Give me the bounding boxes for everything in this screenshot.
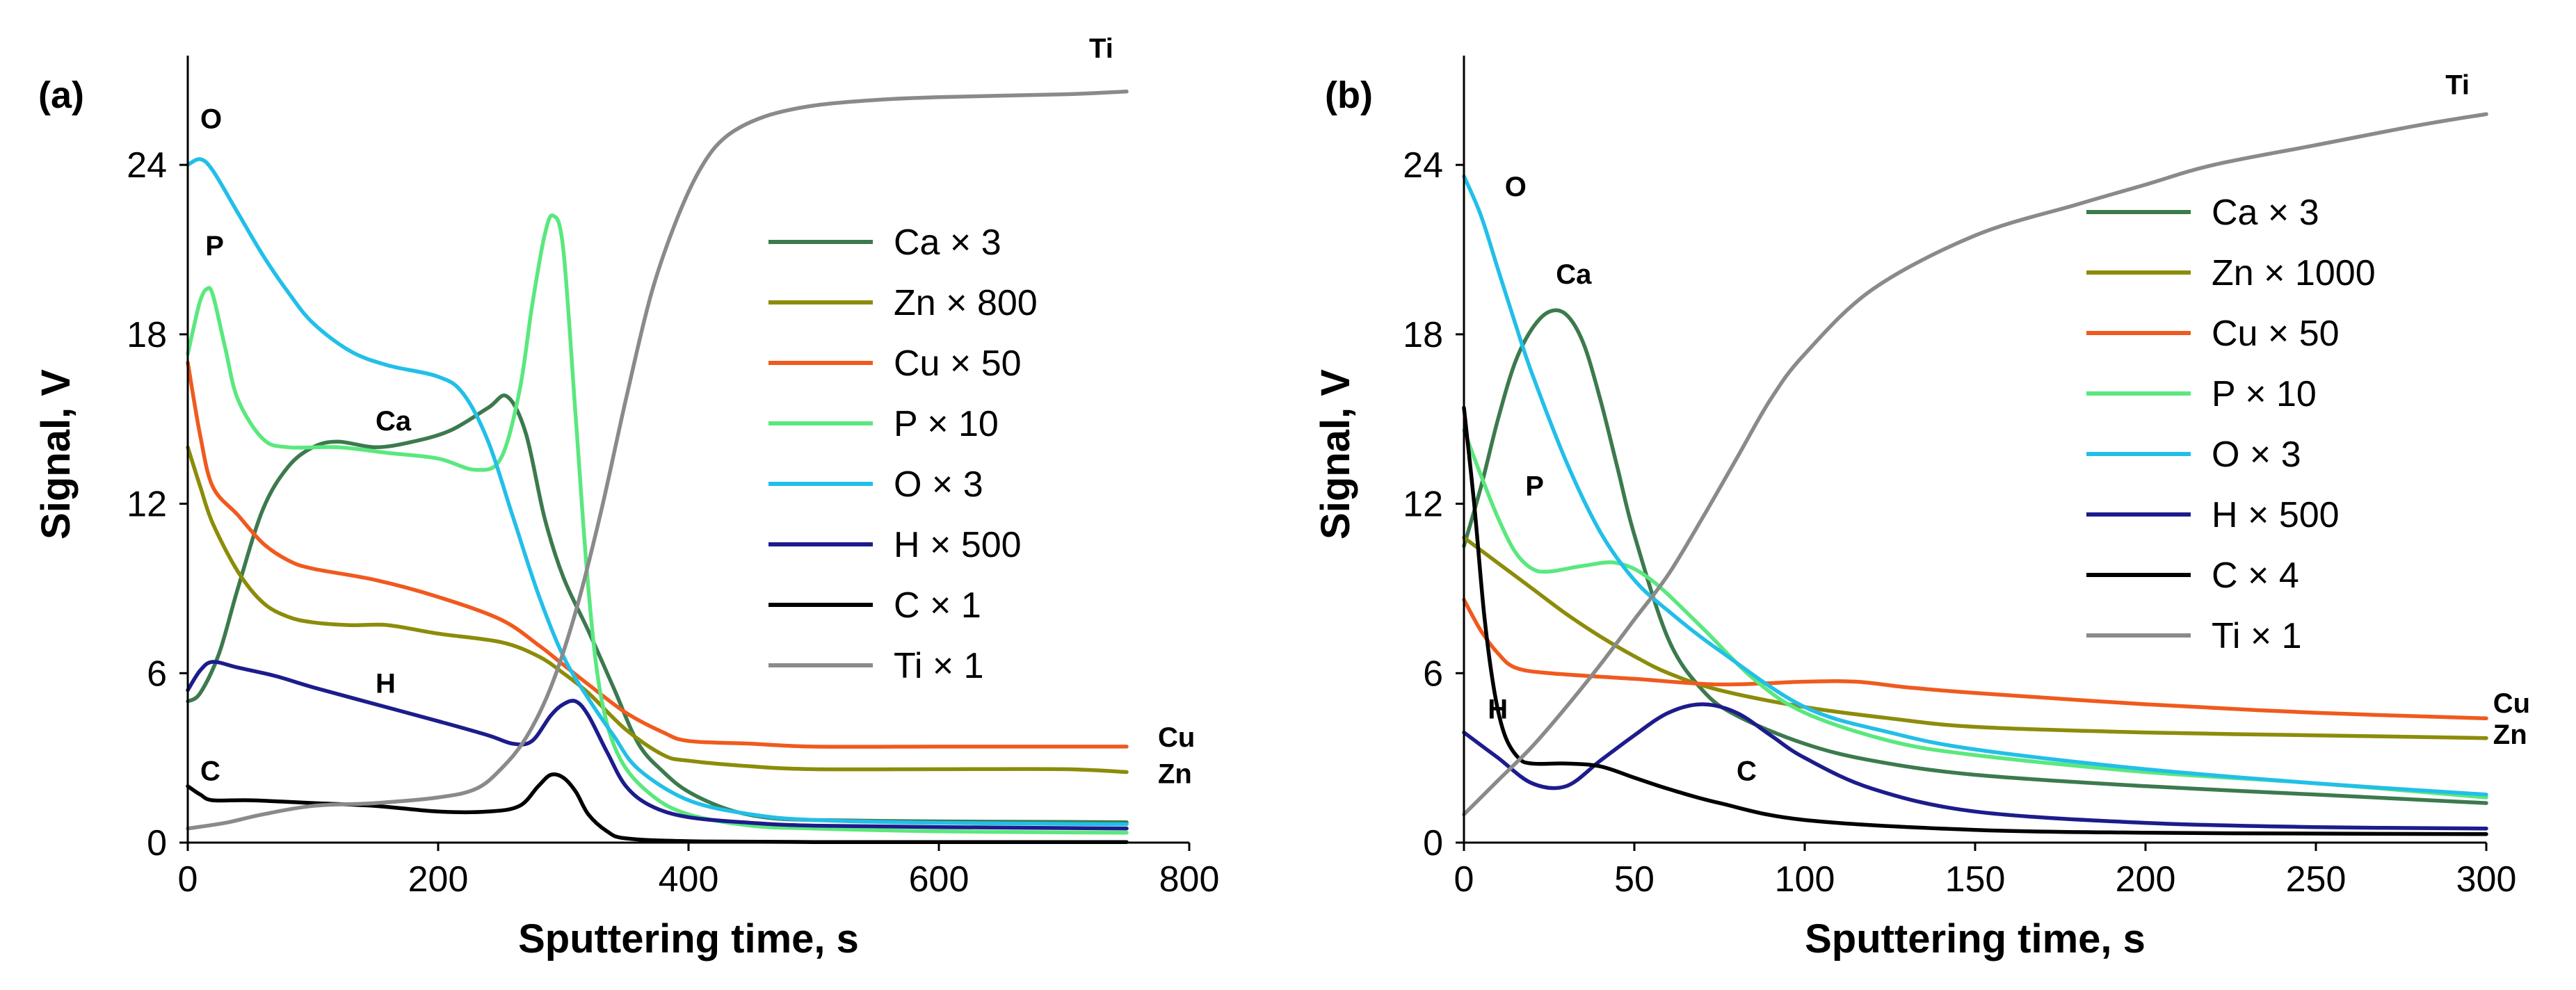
legend-entry-h: H × 500	[894, 525, 1022, 565]
legend-entry-ti: Ti × 1	[894, 646, 984, 686]
curve-label-ca: Ca	[376, 406, 412, 437]
series-line-ti	[186, 89, 1129, 831]
curve-label-h: H	[1488, 694, 1508, 724]
y-tick-label: 0	[147, 823, 167, 863]
legend-entry-ca: Ca × 3	[894, 222, 1001, 263]
legend-entry-o: O × 3	[2212, 435, 2301, 475]
y-tick-label: 12	[1403, 485, 1443, 525]
legend-entry-o: O × 3	[894, 464, 983, 505]
curve-label-zn: Zn	[2493, 720, 2527, 750]
x-tick-label: 0	[178, 859, 198, 900]
x-tick-label: 0	[1454, 859, 1474, 900]
curve-label-cu: Cu	[1158, 722, 1195, 753]
y-axis-title: Signal, V	[33, 369, 79, 539]
x-tick-label: 200	[408, 859, 469, 900]
y-tick-label: 24	[1403, 145, 1443, 186]
series-line-ca	[186, 393, 1129, 825]
y-tick-label: 24	[127, 145, 167, 186]
y-tick-label: 6	[1423, 654, 1443, 694]
x-tick-label: 150	[1945, 859, 2006, 900]
series-line-o	[1462, 174, 2488, 797]
x-tick-label: 400	[659, 859, 719, 900]
curve-label-ti: Ti	[2445, 70, 2470, 101]
legend-entry-h: H × 500	[2212, 495, 2340, 535]
series-line-h	[1462, 702, 2488, 831]
legend-entry-p: P × 10	[894, 404, 999, 444]
series-line-cu	[186, 360, 1129, 749]
x-tick-label: 300	[2456, 859, 2517, 900]
curve-label-cu: Cu	[2493, 688, 2530, 719]
curve-label-o: O	[200, 104, 222, 134]
curve-label-c: C	[1737, 756, 1757, 787]
curve-label-ca: Ca	[1556, 259, 1592, 290]
y-tick-label: 12	[127, 485, 167, 525]
x-tick-label: 800	[1159, 859, 1220, 900]
curve-label-c: C	[200, 756, 220, 787]
curve-label-p: P	[205, 231, 224, 261]
x-axis-title: Sputtering time, s	[1805, 916, 2146, 961]
panel-a: 0 200 400 600 800 0 6 12 18 24 Sputtering time, s S…	[33, 33, 1219, 961]
y-axis-title: Signal, V	[1313, 369, 1358, 539]
series-line-p	[1462, 428, 2488, 800]
series-line-h	[186, 660, 1129, 831]
series-line-cu	[1462, 597, 2488, 721]
y-tick-label: 0	[1423, 823, 1443, 863]
panel-label: (a)	[38, 74, 84, 116]
curve-label-ti: Ti	[1089, 33, 1113, 64]
series-line-zn	[186, 445, 1129, 774]
curve-label-p: P	[1525, 471, 1544, 501]
x-axis-title: Sputtering time, s	[518, 916, 859, 961]
x-tick-label: 50	[1614, 859, 1655, 900]
panel-b: 0 50 100 150 200 250 300 0 6 12 18 24 Sputtering tim…	[1313, 56, 2530, 961]
legend-entry-ti: Ti × 1	[2212, 616, 2302, 656]
x-tick-label: 200	[2116, 859, 2176, 900]
legend-entry-p: P × 10	[2212, 374, 2317, 414]
panel-label: (b)	[1325, 74, 1373, 116]
series-line-zn	[1462, 535, 2488, 740]
curve-label-zn: Zn	[1158, 759, 1192, 790]
curve-label-o: O	[1505, 172, 1527, 202]
legend-entry-c: C × 1	[894, 585, 981, 626]
series-line-ti	[1462, 112, 2488, 817]
legend-entry-zn: Zn × 1000	[2212, 253, 2376, 293]
legend-entry-cu: Cu × 50	[894, 343, 1022, 384]
series-line-o	[186, 157, 1129, 827]
x-tick-label: 600	[909, 859, 969, 900]
y-tick-label: 6	[147, 654, 167, 694]
y-tick-label: 18	[1403, 315, 1443, 355]
x-tick-label: 250	[2286, 859, 2346, 900]
curve-label-h: H	[376, 669, 396, 699]
legend-entry-zn: Zn × 800	[894, 283, 1038, 323]
x-tick-label: 100	[1775, 859, 1835, 900]
y-tick-label: 18	[127, 315, 167, 355]
legend-entry-cu: Cu × 50	[2212, 314, 2340, 354]
series-line-c	[1462, 405, 2488, 836]
legend-entry-ca: Ca × 3	[2212, 193, 2319, 233]
legend-entry-c: C × 4	[2212, 555, 2299, 596]
